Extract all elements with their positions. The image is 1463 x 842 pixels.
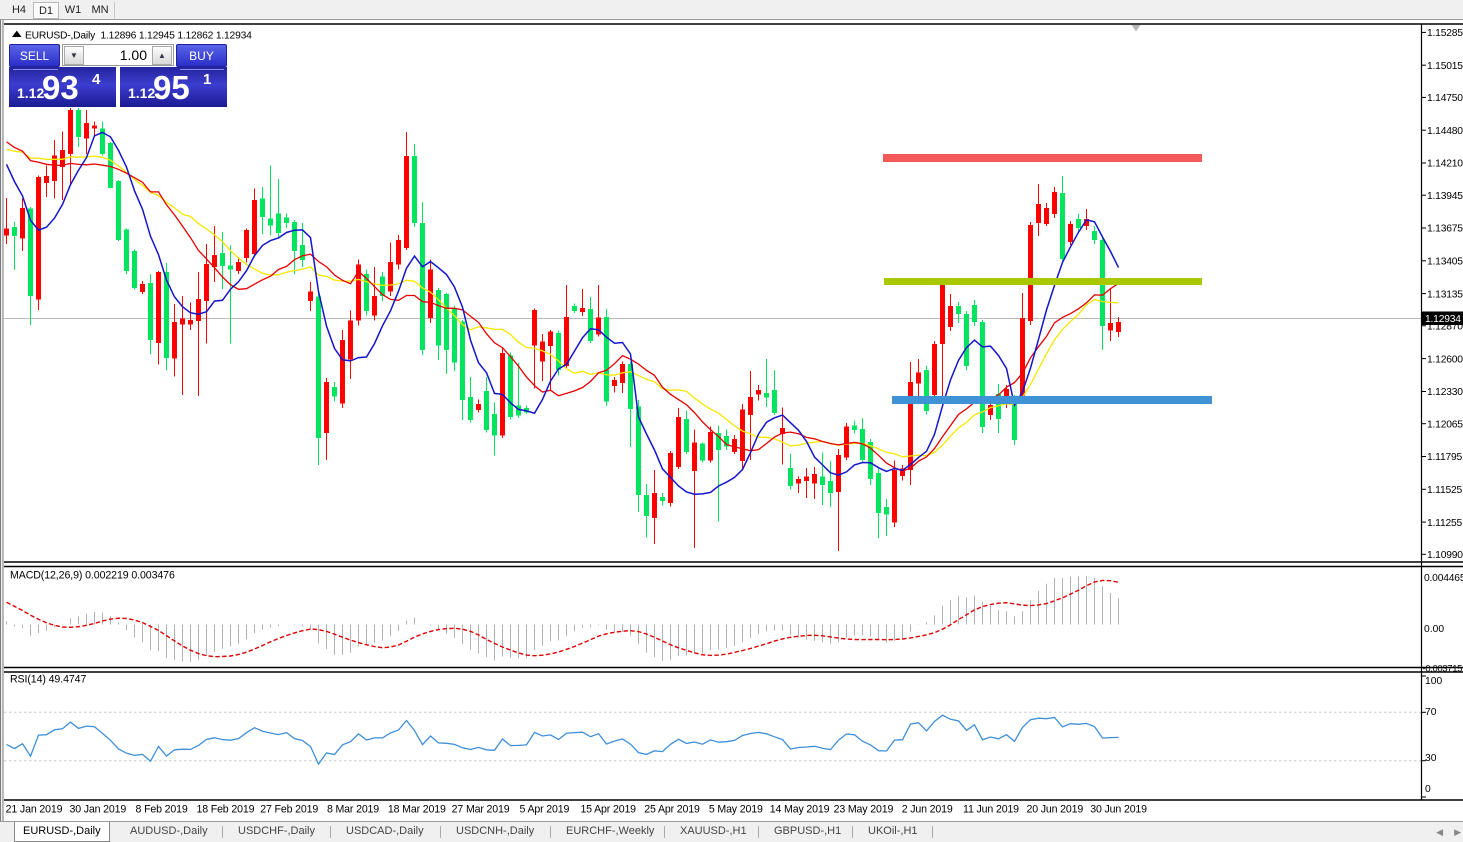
svg-text:0.004465: 0.004465 — [1424, 573, 1463, 584]
svg-text:1.12600: 1.12600 — [1427, 354, 1463, 365]
svg-text:1.12065: 1.12065 — [1427, 419, 1463, 430]
svg-text:1.10990: 1.10990 — [1427, 550, 1463, 561]
svg-text:27 Mar 2019: 27 Mar 2019 — [452, 804, 510, 816]
svg-text:0: 0 — [1425, 784, 1431, 795]
svg-text:1.13135: 1.13135 — [1427, 289, 1463, 300]
svg-text:8 Mar 2019: 8 Mar 2019 — [327, 804, 379, 816]
svg-text:11 Jun 2019: 11 Jun 2019 — [963, 804, 1019, 816]
svg-text:5 Apr 2019: 5 Apr 2019 — [520, 804, 570, 816]
svg-text:8 Feb 2019: 8 Feb 2019 — [136, 804, 188, 816]
svg-text:1.14750: 1.14750 — [1427, 93, 1463, 104]
svg-text:1.12330: 1.12330 — [1427, 387, 1463, 398]
svg-text:30 Jun 2019: 30 Jun 2019 — [1090, 804, 1147, 816]
svg-text:1.15015: 1.15015 — [1427, 61, 1463, 72]
svg-text:25 Apr 2019: 25 Apr 2019 — [644, 804, 700, 816]
svg-text:1.13675: 1.13675 — [1427, 224, 1463, 235]
svg-text:1.13945: 1.13945 — [1427, 191, 1463, 202]
svg-text:RSI(14) 49.4747: RSI(14) 49.4747 — [10, 674, 86, 686]
svg-text:1.14210: 1.14210 — [1427, 159, 1463, 170]
svg-text:23 May 2019: 23 May 2019 — [834, 804, 894, 816]
svg-text:5 May 2019: 5 May 2019 — [709, 804, 763, 816]
svg-text:1.12870: 1.12870 — [1427, 322, 1463, 333]
svg-text:MACD(12,26,9) 0.002219 0.00347: MACD(12,26,9) 0.002219 0.003476 — [10, 570, 175, 582]
svg-text:20 Jun 2019: 20 Jun 2019 — [1026, 804, 1083, 816]
svg-text:21 Jan 2019: 21 Jan 2019 — [6, 804, 63, 816]
svg-text:-0.003715: -0.003715 — [1423, 663, 1463, 674]
svg-text:100: 100 — [1425, 676, 1442, 687]
svg-text:1.13405: 1.13405 — [1427, 257, 1463, 268]
svg-text:0.00: 0.00 — [1424, 624, 1444, 635]
svg-text:30 Jan 2019: 30 Jan 2019 — [69, 804, 126, 816]
svg-text:70: 70 — [1425, 707, 1437, 718]
svg-text:EURUSD-,Daily 1.12896 1.12945: EURUSD-,Daily 1.12896 1.12945 1.12862 1.… — [25, 31, 252, 42]
svg-text:18 Mar 2019: 18 Mar 2019 — [388, 804, 446, 816]
svg-text:27 Feb 2019: 27 Feb 2019 — [260, 804, 318, 816]
svg-text:1.11255: 1.11255 — [1427, 518, 1463, 529]
svg-text:2 Jun 2019: 2 Jun 2019 — [902, 804, 953, 816]
svg-text:1.12934: 1.12934 — [1425, 314, 1461, 325]
svg-text:1.15285: 1.15285 — [1427, 28, 1463, 39]
svg-text:1.11795: 1.11795 — [1427, 452, 1463, 463]
svg-text:30: 30 — [1425, 753, 1437, 764]
svg-text:1.14480: 1.14480 — [1427, 126, 1463, 137]
svg-text:15 Apr 2019: 15 Apr 2019 — [580, 804, 636, 816]
svg-text:18 Feb 2019: 18 Feb 2019 — [196, 804, 254, 816]
svg-text:1.11525: 1.11525 — [1427, 485, 1463, 496]
svg-text:14 May 2019: 14 May 2019 — [770, 804, 830, 816]
